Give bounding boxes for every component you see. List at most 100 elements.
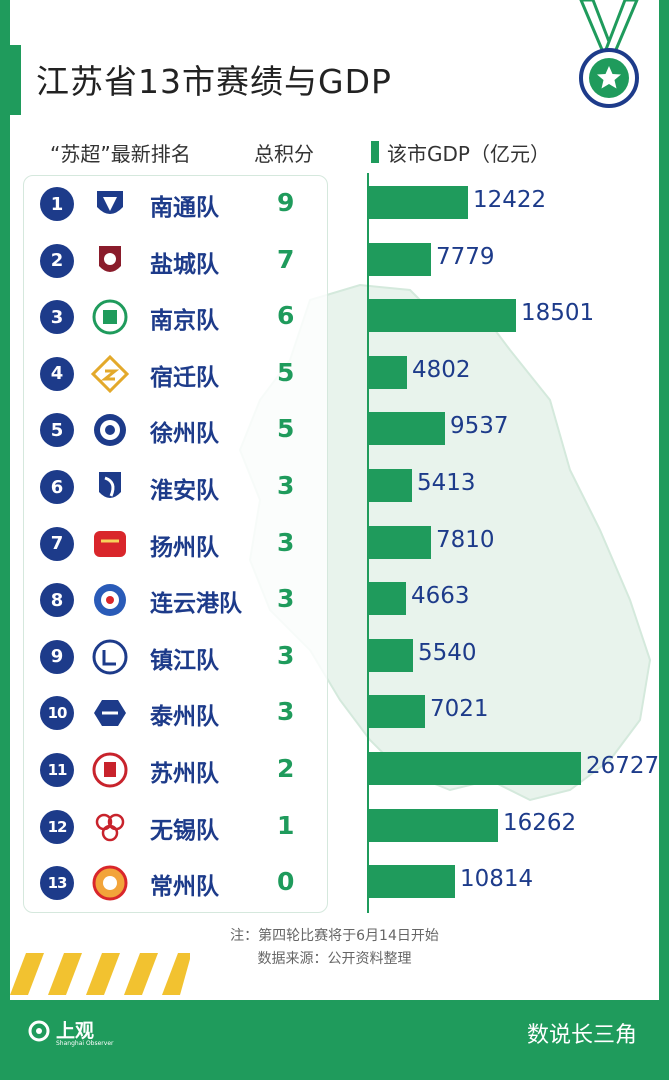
rank-badge: 7	[40, 526, 74, 561]
team-name: 盐城队	[150, 251, 219, 278]
ranking-row: 5 徐州队 5	[23, 401, 328, 457]
ranking-row: 1 南通队 9	[23, 175, 328, 231]
rank-badge: 9	[40, 639, 74, 674]
gdp-bar	[369, 808, 498, 842]
ranking-row: 13 常州队 0	[23, 854, 328, 910]
gdp-value-label: 10814	[460, 866, 534, 893]
team-badge-icon	[94, 414, 126, 447]
gdp-value-label: 5413	[417, 470, 476, 496]
ranking-row: 4 宿迁队 5	[23, 345, 328, 401]
ranking-row: 7 扬州队 3	[23, 515, 328, 571]
ranking-row: 8 连云港队 3	[23, 571, 328, 627]
gdp-value-label: 18501	[521, 300, 595, 327]
gdp-bar	[369, 186, 468, 219]
team-badge-icon	[99, 472, 121, 498]
gdp-value-label: 7779	[436, 243, 495, 270]
column-name: 数说长三角	[526, 1023, 637, 1048]
source-note: 数据来源：公开资料整理	[257, 951, 412, 967]
ranking-row: 3 南京队 6	[23, 288, 328, 344]
rank-badge: 2	[40, 243, 74, 278]
ranking-header: “苏超”最新排名	[50, 142, 191, 166]
team-points: 9	[277, 188, 295, 217]
team-points: 3	[277, 640, 295, 670]
schedule-note: 注：第四轮比赛将于6月14日开始	[230, 928, 439, 944]
team-points: 6	[277, 301, 295, 331]
team-badge-icon	[95, 813, 125, 841]
rank-badge: 13	[40, 866, 74, 901]
team-badge-icon	[97, 191, 123, 214]
team-points: 3	[277, 697, 295, 727]
team-points: 2	[277, 754, 295, 783]
team-badge-icon	[94, 530, 126, 557]
ranking-row: 6 淮安队 3	[23, 458, 328, 514]
gdp-value-label: 5540	[418, 639, 477, 666]
team-badge-icon	[92, 865, 128, 901]
rank-badge: 4	[40, 356, 74, 391]
gdp-legend-swatch	[371, 141, 379, 163]
team-name: 镇江队	[150, 647, 219, 674]
ranking-row: 9 镇江队 3	[23, 628, 328, 684]
team-points: 0	[277, 867, 295, 897]
team-name: 南京队	[150, 308, 219, 335]
team-badge-icon	[94, 700, 126, 727]
team-name: 宿迁队	[150, 364, 219, 391]
team-name: 连云港队	[150, 591, 242, 618]
team-badge-icon	[99, 245, 121, 272]
gdp-bar	[369, 242, 431, 276]
gdp-bar	[369, 299, 516, 333]
page-title: 江苏省13市赛绩与GDP	[36, 62, 392, 101]
gdp-value-label: 7021	[430, 696, 489, 723]
gdp-value-label: 12422	[473, 187, 547, 213]
team-points: 3	[277, 527, 295, 557]
gdp-bar	[369, 752, 581, 785]
infographic-card: 江苏省13市赛绩与GDP “苏超”最新排名 总积分 该市GDP（亿元） 1 南通队…	[10, 0, 659, 1000]
team-name: 苏州队	[150, 761, 219, 787]
title-accent-bar	[10, 45, 21, 115]
gdp-bar	[369, 695, 425, 729]
team-badge-icon	[92, 752, 128, 788]
rank-badge: 3	[40, 300, 74, 335]
team-name: 徐州队	[150, 421, 219, 448]
team-name: 无锡队	[150, 817, 219, 844]
gdp-bar	[369, 412, 445, 446]
team-name: 南通队	[150, 195, 219, 221]
gdp-bar	[369, 355, 407, 389]
rank-badge: 6	[40, 470, 74, 504]
ranking-row: 11 苏州队 2	[23, 741, 328, 797]
team-points: 5	[277, 414, 295, 444]
team-points: 5	[277, 357, 295, 387]
team-badge-icon	[94, 584, 126, 617]
team-badge-icon	[91, 354, 129, 393]
gdp-bar	[369, 469, 412, 502]
team-points: 7	[277, 244, 295, 274]
gdp-value-label: 4663	[411, 583, 470, 610]
gdp-axis-line	[367, 173, 369, 913]
rank-badge: 11	[40, 753, 74, 787]
rank-badge: 8	[40, 583, 74, 618]
ranking-row: 12 无锡队 1	[23, 798, 328, 854]
hazard-stripes	[10, 953, 190, 995]
team-points: 3	[277, 584, 295, 614]
gdp-header: 该市GDP（亿元）	[387, 142, 550, 166]
ranking-row: 10 泰州队 3	[23, 684, 328, 740]
rank-badge: 10	[40, 696, 74, 731]
rank-badge: 12	[40, 809, 74, 844]
team-name: 常州队	[150, 874, 219, 901]
team-name: 扬州队	[150, 534, 219, 561]
gdp-value-label: 7810	[436, 526, 495, 553]
team-points: 1	[277, 810, 295, 840]
rank-badge: 5	[40, 413, 74, 448]
gdp-bar	[369, 525, 431, 559]
team-points: 3	[277, 471, 295, 500]
team-badge-icon	[92, 299, 128, 335]
title-block: 江苏省13市赛绩与GDP	[10, 45, 570, 115]
brand-subtitle: Shanghai Observer	[56, 1040, 114, 1047]
points-header: 总积分	[254, 142, 314, 166]
gdp-value-label: 9537	[450, 413, 509, 440]
medal-star-icon	[579, 0, 639, 108]
team-badge-icon	[92, 639, 128, 675]
rank-badge: 1	[40, 187, 74, 221]
team-name: 泰州队	[150, 704, 219, 731]
gdp-value-label: 16262	[503, 809, 577, 836]
gdp-value-label: 26727	[586, 753, 659, 779]
